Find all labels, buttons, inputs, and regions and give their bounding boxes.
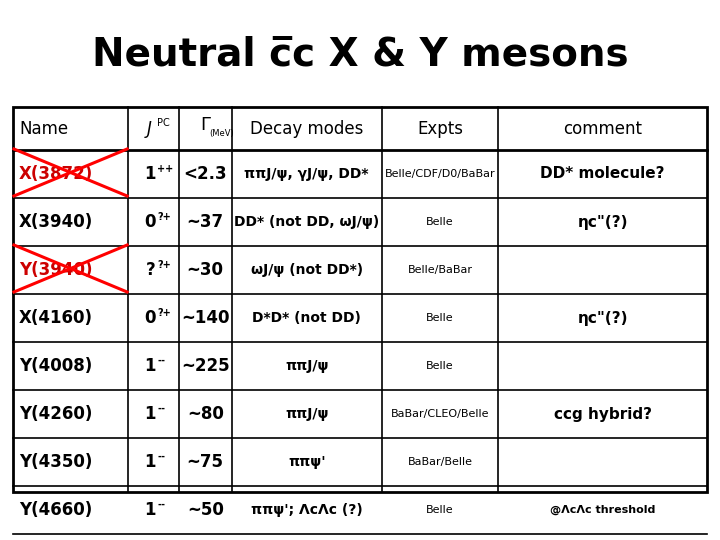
Text: Belle: Belle — [426, 217, 454, 227]
Text: 1: 1 — [145, 453, 156, 471]
Text: J: J — [147, 119, 152, 138]
Text: 1: 1 — [145, 165, 156, 183]
Text: BaBar/CLEO/Belle: BaBar/CLEO/Belle — [391, 409, 489, 419]
Text: ππJ/ψ: ππJ/ψ — [285, 407, 328, 421]
Text: 1: 1 — [145, 501, 156, 519]
Text: BaBar/Belle: BaBar/Belle — [408, 457, 472, 467]
Text: ηc"(?): ηc"(?) — [577, 310, 628, 326]
Text: ππψ'; ΛcΛc (?): ππψ'; ΛcΛc (?) — [251, 503, 363, 517]
Text: Y(3940): Y(3940) — [19, 261, 92, 279]
Text: Expts: Expts — [417, 119, 463, 138]
Text: Y(4008): Y(4008) — [19, 357, 92, 375]
Text: 1: 1 — [145, 357, 156, 375]
Text: Belle/CDF/D0/BaBar: Belle/CDF/D0/BaBar — [384, 169, 495, 179]
Text: --: -- — [158, 500, 166, 510]
Text: --: -- — [158, 404, 166, 414]
Text: ccg hybrid?: ccg hybrid? — [554, 407, 652, 422]
Text: Decay modes: Decay modes — [250, 119, 364, 138]
Text: @ΛcΛc threshold: @ΛcΛc threshold — [550, 505, 655, 515]
Text: X(3940): X(3940) — [19, 213, 93, 231]
Text: Neutral c̅c X & Y mesons: Neutral c̅c X & Y mesons — [91, 36, 629, 74]
Text: DD* molecule?: DD* molecule? — [541, 166, 665, 181]
Text: Y(4350): Y(4350) — [19, 453, 92, 471]
Text: <2.3: <2.3 — [184, 165, 227, 183]
Text: --: -- — [158, 356, 166, 366]
Text: ωJ/ψ (not DD*): ωJ/ψ (not DD*) — [251, 263, 363, 277]
Text: ~30: ~30 — [186, 261, 224, 279]
Text: PC: PC — [158, 118, 170, 127]
Text: X(3872): X(3872) — [19, 165, 93, 183]
Text: ?: ? — [145, 261, 156, 279]
Text: comment: comment — [563, 119, 642, 138]
Text: --: -- — [158, 452, 166, 462]
Text: ?+: ?+ — [158, 308, 171, 318]
Text: D*D* (not DD): D*D* (not DD) — [252, 311, 361, 325]
Text: ?+: ?+ — [158, 212, 171, 222]
Text: ~225: ~225 — [181, 357, 230, 375]
Text: ++: ++ — [158, 164, 174, 174]
Text: (MeV): (MeV) — [210, 129, 234, 138]
Text: ππJ/ψ: ππJ/ψ — [285, 359, 328, 373]
Text: Γ: Γ — [200, 116, 210, 133]
Text: ~75: ~75 — [186, 453, 224, 471]
Text: ?+: ?+ — [158, 260, 171, 270]
Text: Belle: Belle — [426, 313, 454, 323]
Text: 0: 0 — [145, 309, 156, 327]
Text: 1: 1 — [145, 405, 156, 423]
Text: ππJ/ψ, γJ/ψ, DD*: ππJ/ψ, γJ/ψ, DD* — [245, 167, 369, 181]
Text: Y(4660): Y(4660) — [19, 501, 92, 519]
Text: DD* (not DD, ωJ/ψ): DD* (not DD, ωJ/ψ) — [234, 215, 379, 229]
Text: Name: Name — [19, 119, 68, 138]
Text: X(4160): X(4160) — [19, 309, 93, 327]
Text: ~140: ~140 — [181, 309, 230, 327]
Text: Y(4260): Y(4260) — [19, 405, 92, 423]
Text: 0: 0 — [145, 213, 156, 231]
Text: ~37: ~37 — [186, 213, 224, 231]
Text: Belle/BaBar: Belle/BaBar — [408, 265, 472, 275]
Text: Belle: Belle — [426, 361, 454, 371]
Text: ππψ': ππψ' — [288, 455, 325, 469]
Text: Belle: Belle — [426, 505, 454, 515]
Text: ~80: ~80 — [186, 405, 224, 423]
Text: ηc"(?): ηc"(?) — [577, 214, 628, 230]
Text: ~50: ~50 — [186, 501, 224, 519]
Bar — [13, 107, 707, 492]
